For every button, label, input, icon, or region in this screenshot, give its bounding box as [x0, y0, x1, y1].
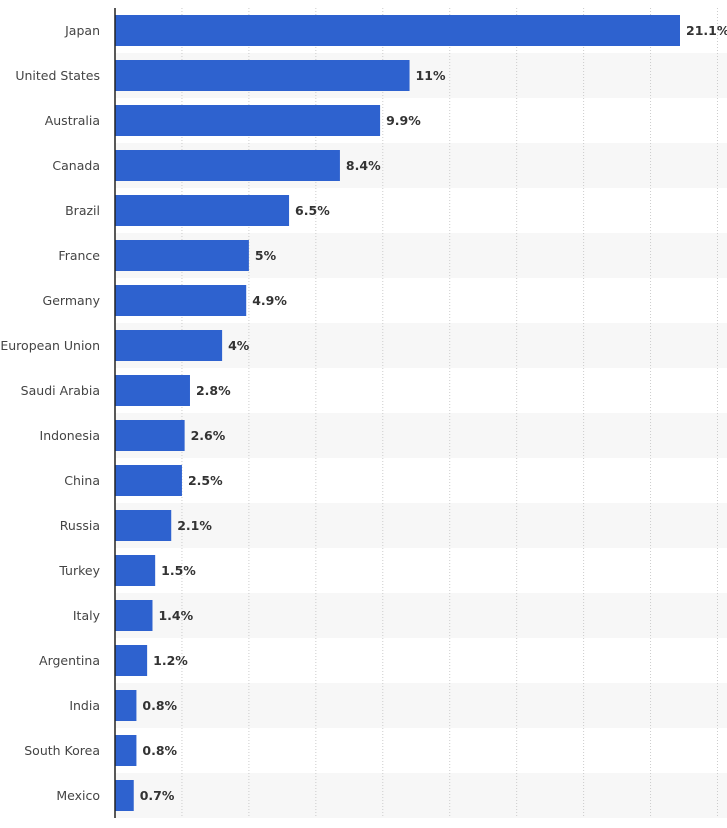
- category-label: Mexico: [56, 788, 100, 803]
- bar: [115, 105, 381, 136]
- value-label: 2.5%: [188, 473, 223, 488]
- bar: [115, 780, 134, 811]
- value-label: 6.5%: [295, 203, 330, 218]
- bar: [115, 375, 190, 406]
- value-label: 0.8%: [142, 698, 177, 713]
- category-label: Brazil: [65, 203, 100, 218]
- value-label: 11%: [416, 68, 446, 83]
- bar: [115, 15, 680, 46]
- value-label: 0.7%: [140, 788, 175, 803]
- value-label: 8.4%: [346, 158, 381, 173]
- category-label: China: [64, 473, 100, 488]
- category-label: European Union: [0, 338, 100, 353]
- value-label: 5%: [255, 248, 277, 263]
- bar: [115, 420, 185, 451]
- value-label: 9.9%: [386, 113, 421, 128]
- value-label: 1.5%: [161, 563, 196, 578]
- category-label: France: [58, 248, 100, 263]
- bar: [115, 150, 340, 181]
- row-stripes: [115, 53, 727, 818]
- category-label: Turkey: [58, 563, 100, 578]
- category-label: United States: [15, 68, 100, 83]
- row-stripe: [115, 683, 727, 728]
- bar: [115, 555, 156, 586]
- row-stripe: [115, 503, 727, 548]
- row-stripe: [115, 773, 727, 818]
- category-label: Canada: [52, 158, 100, 173]
- row-stripe: [115, 413, 727, 458]
- bar: [115, 330, 223, 361]
- bar: [115, 195, 290, 226]
- category-label: South Korea: [24, 743, 100, 758]
- value-label: 2.1%: [177, 518, 212, 533]
- bar: [115, 690, 137, 721]
- value-label: 4.9%: [252, 293, 287, 308]
- value-label: 4%: [228, 338, 250, 353]
- bar: [115, 465, 182, 496]
- value-label: 1.2%: [153, 653, 188, 668]
- category-label: Italy: [73, 608, 101, 623]
- bar: [115, 60, 410, 91]
- bar: [115, 510, 172, 541]
- category-label: India: [69, 698, 100, 713]
- value-label: 21.1%: [686, 23, 727, 38]
- bar: [115, 645, 148, 676]
- value-label: 1.4%: [158, 608, 193, 623]
- value-label: 2.8%: [196, 383, 231, 398]
- value-label: 0.8%: [142, 743, 177, 758]
- bar: [115, 600, 153, 631]
- row-stripe: [115, 593, 727, 638]
- category-label: Saudi Arabia: [21, 383, 100, 398]
- category-label: Indonesia: [40, 428, 100, 443]
- bars: [115, 15, 680, 811]
- category-label: Japan: [64, 23, 100, 38]
- bar: [115, 240, 249, 271]
- category-labels: Japan United States Australia Canada Brazil F…: [0, 23, 100, 803]
- category-label: Argentina: [39, 653, 100, 668]
- value-labels: 21.1% 11% 9.9% 8.4% 6.5% 5% 4.9% 4% 2.8% 2.6% 2.5%…: [140, 23, 727, 803]
- value-label: 2.6%: [191, 428, 226, 443]
- bar: [115, 285, 247, 316]
- category-label: Germany: [43, 293, 101, 308]
- bar: [115, 735, 137, 766]
- gridlines: [181, 8, 718, 818]
- category-label: Australia: [45, 113, 100, 128]
- category-label: Russia: [60, 518, 100, 533]
